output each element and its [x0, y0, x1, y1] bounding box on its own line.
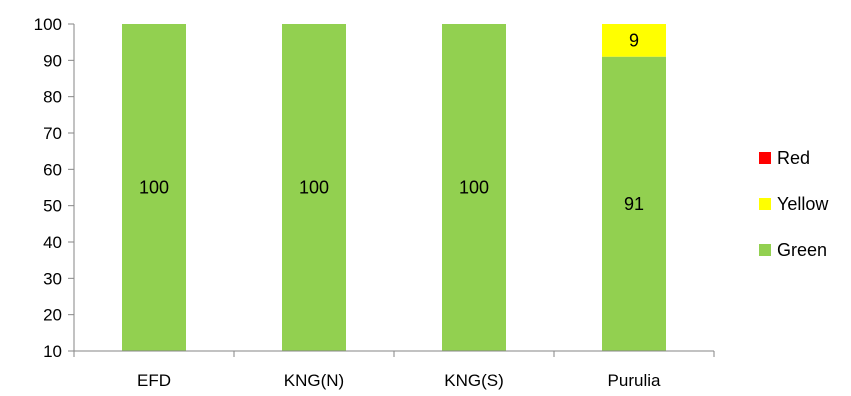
bar-yellow-purulia — [602, 24, 666, 57]
bar-green-purulia — [602, 56, 666, 351]
legend-swatch-red — [759, 152, 771, 164]
x-tick-label: EFD — [137, 371, 171, 390]
bars-layer — [122, 24, 666, 351]
data-label-green-kng-n-: 100 — [299, 178, 329, 198]
y-tick-label: 100 — [34, 15, 62, 34]
legend-label-yellow: Yellow — [777, 194, 829, 214]
y-tick-label: 40 — [43, 233, 62, 252]
legend: Red Yellow Green — [759, 148, 829, 260]
y-tick-label: 80 — [43, 88, 62, 107]
y-tick-label: 30 — [43, 269, 62, 288]
bar-green-kng-n- — [282, 24, 346, 351]
data-labels-layer: 100 100 100 91 9 — [139, 30, 644, 214]
y-tick-label: 70 — [43, 124, 62, 143]
data-label-green-purulia: 91 — [624, 194, 644, 214]
legend-swatch-yellow — [759, 198, 771, 210]
axes-layer: 10 20 30 40 50 60 70 80 90 100 EFD KNG(N) KNG(S) Puru… — [34, 15, 715, 390]
y-tick-label: 90 — [43, 51, 62, 70]
y-tick-label: 10 — [43, 342, 62, 361]
data-label-yellow-purulia: 9 — [629, 30, 639, 50]
legend-label-red: Red — [777, 148, 810, 168]
data-label-green-efd: 100 — [139, 178, 169, 198]
y-tick-label: 60 — [43, 160, 62, 179]
legend-swatch-green — [759, 244, 771, 256]
bar-green-efd — [122, 24, 186, 351]
bar-green-kng-s- — [442, 24, 506, 351]
y-tick-label: 50 — [43, 197, 62, 216]
data-label-green-kng-s-: 100 — [459, 178, 489, 198]
x-tick-label: Purulia — [608, 371, 661, 390]
x-tick-label: KNG(N) — [284, 371, 344, 390]
x-tick-label: KNG(S) — [444, 371, 504, 390]
legend-label-green: Green — [777, 240, 827, 260]
y-tick-label: 20 — [43, 306, 62, 325]
